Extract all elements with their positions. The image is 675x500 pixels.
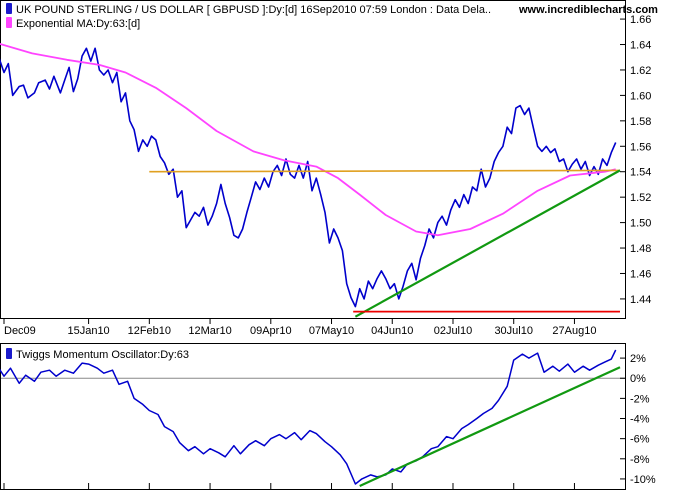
xtick-label: 27Aug10 — [552, 325, 596, 337]
price-ytick-label: 1.54 — [630, 167, 651, 179]
osc-ytick-label: 2% — [630, 353, 646, 365]
price-ytick-label: 1.46 — [630, 268, 651, 280]
osc-legend-swatch — [6, 348, 12, 359]
xtick-label: 02Jul10 — [434, 325, 473, 337]
xtick-label: 09Apr10 — [250, 325, 292, 337]
ema-line — [0, 42, 616, 237]
price-ytick-label: 1.56 — [630, 141, 651, 153]
xtick-label: Dec09 — [4, 325, 36, 337]
price-ytick-label: 1.48 — [630, 243, 651, 255]
xtick-label: 07May10 — [309, 325, 354, 337]
xtick-label: 12Feb10 — [128, 325, 171, 337]
price-ytick-label: 1.62 — [630, 65, 651, 77]
osc-ytick-label: -8% — [630, 454, 650, 466]
price-ytick-label: 1.58 — [630, 116, 651, 128]
price-trendline — [354, 169, 621, 318]
osc-ytick-label: -10% — [630, 474, 656, 486]
osc-ytick-label: -6% — [630, 434, 650, 446]
xtick-label: 15Jan10 — [67, 325, 109, 337]
oscillator-trendline — [359, 366, 621, 488]
price-ytick-label: 1.44 — [630, 294, 651, 306]
price-legend-swatch — [6, 3, 12, 14]
ma-legend-label: Exponential MA:Dy:63:[d] — [16, 18, 140, 30]
price-line — [0, 47, 617, 308]
oscillator-line — [0, 349, 617, 485]
price-ytick-label: 1.64 — [630, 40, 651, 52]
oscillator-title: Twiggs Momentum Oscillator:Dy:63 — [16, 349, 189, 361]
xtick-label: 30Jul10 — [494, 325, 533, 337]
price-ytick-label: 1.60 — [630, 90, 651, 102]
site-url: www.incrediblecharts.com — [518, 4, 658, 16]
price-chart-title: UK POUND STERLING / US DOLLAR [ GBPUSD ]… — [16, 4, 491, 16]
oscillator-panel-frame — [0, 343, 626, 490]
price-ytick-label: 1.66 — [630, 14, 651, 26]
xtick-label: 12Mar10 — [188, 325, 231, 337]
osc-ytick-label: 0% — [630, 373, 646, 385]
osc-ytick-label: -2% — [630, 393, 650, 405]
osc-ytick-label: -4% — [630, 414, 650, 426]
price-ytick-label: 1.50 — [630, 218, 651, 230]
support-line — [149, 169, 621, 173]
price-panel-frame — [0, 0, 626, 319]
price-ytick-label: 1.52 — [630, 192, 651, 204]
xtick-label: 04Jun10 — [371, 325, 413, 337]
ma-legend-swatch — [6, 17, 12, 28]
